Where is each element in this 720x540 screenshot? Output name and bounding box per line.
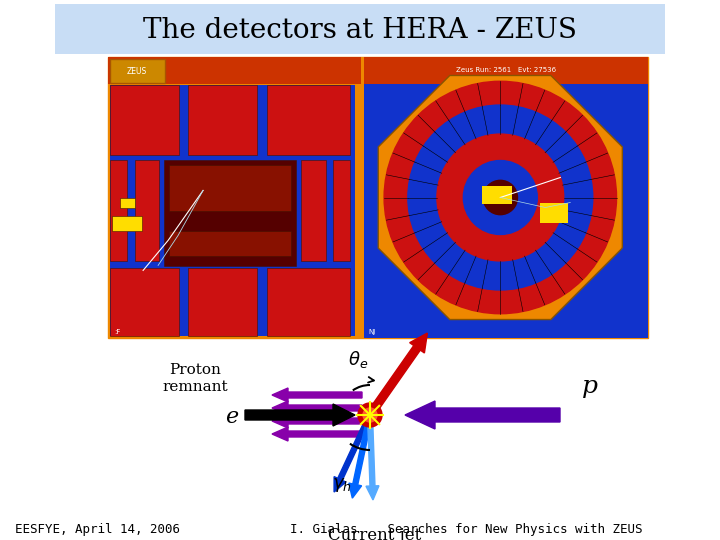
Text: e': e' [437,319,454,337]
Bar [189,268,257,336]
FancyArrow shape [349,415,372,498]
Bar [333,160,350,261]
Circle shape [358,403,382,427]
Bar [110,59,165,83]
Bar [110,268,179,336]
Bar [540,202,568,222]
Bar [110,85,179,156]
FancyArrow shape [272,414,362,428]
Text: ZEUS: ZEUS [127,66,147,76]
Circle shape [483,180,518,215]
Text: p: p [582,375,598,399]
Text: :F: :F [114,329,120,335]
Circle shape [363,408,377,422]
Text: EESFYE, April 14, 2006: EESFYE, April 14, 2006 [15,523,180,537]
Bar [164,160,296,266]
Text: $\theta_e$: $\theta_e$ [348,349,368,370]
Bar [267,268,350,336]
Circle shape [384,82,616,314]
FancyArrow shape [245,404,355,426]
Text: remnant: remnant [162,380,228,394]
FancyArrow shape [366,333,428,417]
Bar [364,57,648,338]
Circle shape [437,134,564,261]
FancyArrow shape [405,401,560,429]
Bar [135,160,159,261]
Text: I. Gialas    Searches for New Physics with ZEUS: I. Gialas Searches for New Physics with … [290,523,642,537]
Bar [110,160,127,261]
Polygon shape [378,76,622,320]
Text: The detectors at HERA - ZEUS: The detectors at HERA - ZEUS [143,17,577,44]
FancyArrow shape [272,427,362,441]
Bar [189,85,257,156]
Bar [120,198,135,208]
FancyArrow shape [272,388,362,402]
Bar [482,186,513,204]
Bar [168,231,292,255]
Circle shape [408,105,593,290]
FancyArrow shape [334,414,372,492]
Bar [267,85,350,156]
Text: Proton: Proton [169,363,221,377]
Bar [110,85,355,336]
Text: Current jet: Current jet [328,526,422,540]
Bar [108,57,361,84]
Text: e: e [225,406,238,428]
FancyArrow shape [366,415,379,500]
Circle shape [464,160,537,234]
Bar [55,4,665,54]
Bar [168,165,292,211]
FancyArrow shape [272,401,362,415]
Text: NJ: NJ [368,329,375,335]
Text: $\gamma_h$: $\gamma_h$ [332,476,352,494]
Bar [112,215,142,231]
Text: Zeus Run: 2561   Evt: 27536: Zeus Run: 2561 Evt: 27536 [456,67,556,73]
Bar [108,57,648,338]
Bar [301,160,325,261]
Bar [364,57,648,84]
